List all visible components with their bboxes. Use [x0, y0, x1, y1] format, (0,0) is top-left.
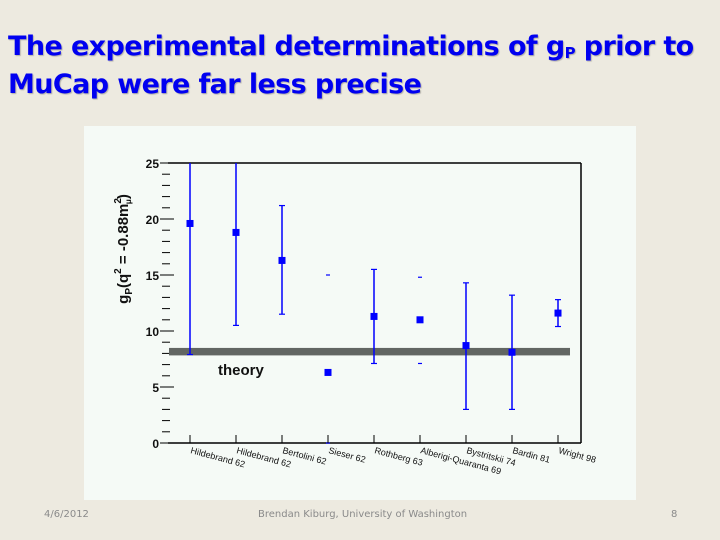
data-marker — [370, 312, 378, 320]
y-axis-ticks: 0 5 10 15 20 25 — [146, 157, 174, 451]
data-point — [232, 163, 240, 326]
x-tick-label: Wright 98 — [557, 445, 597, 465]
ylabel-sub2: μ — [124, 199, 133, 204]
data-point — [370, 268, 378, 365]
ylabel-q: (q — [115, 274, 132, 288]
data-marker — [324, 368, 332, 376]
ylabel-sup: 2 — [113, 268, 124, 274]
y-tick-label: 5 — [152, 381, 159, 395]
footer-date: 4/6/2012 — [44, 509, 89, 520]
ylabel-sub: P — [124, 288, 135, 295]
data-points — [186, 163, 562, 444]
footer-author: Brendan Kiburg, University of Washington — [258, 509, 468, 520]
theory-band — [169, 347, 570, 356]
data-marker — [554, 309, 562, 317]
y-tick-label: 10 — [146, 325, 160, 339]
data-marker — [278, 256, 286, 264]
y-tick-label: 15 — [146, 269, 160, 283]
y-tick-label: 20 — [146, 213, 160, 227]
x-tick-label: Sieser 62 — [327, 445, 366, 465]
data-point — [186, 163, 194, 356]
data-marker — [508, 348, 516, 356]
data-point — [508, 294, 516, 410]
title-subscript: P — [564, 44, 576, 62]
ylabel-sup2: 2 — [113, 198, 124, 204]
data-marker — [232, 228, 240, 236]
y-axis-label: gP(q2 = -0.88m2μ) — [113, 194, 135, 304]
footer-page: 8 — [671, 509, 678, 520]
data-point — [554, 299, 562, 328]
title-text-b: prior to — [574, 31, 694, 62]
y-tick-label: 0 — [152, 437, 159, 451]
data-marker — [416, 316, 424, 324]
data-marker — [186, 219, 194, 227]
ylabel-g: g — [115, 295, 132, 304]
chart-panel: 0 5 10 15 20 25 Hildebrand 62 Hildebrand 62 Ber… — [84, 126, 636, 500]
theory-band-group — [169, 347, 570, 356]
data-point — [462, 282, 470, 410]
title-text-a: The experimental determinations of g — [8, 31, 565, 62]
slide-title: The experimental determinations of gP pr… — [8, 28, 718, 104]
data-marker — [462, 342, 470, 350]
data-point — [416, 276, 424, 365]
title-line-2: MuCap were far less precise — [8, 69, 422, 100]
y-tick-label: 25 — [146, 157, 160, 171]
data-point — [324, 274, 332, 444]
ylabel-close: ) — [115, 194, 132, 199]
ylabel-eq: = -0.88m — [115, 204, 132, 269]
x-tick-label: Rothberg 63 — [373, 445, 423, 467]
x-tick-label: Bardin 81 — [511, 445, 551, 465]
data-point — [278, 204, 286, 315]
title-line-1: The experimental determinations of gP pr… — [8, 31, 694, 62]
theory-label: theory — [218, 362, 265, 379]
